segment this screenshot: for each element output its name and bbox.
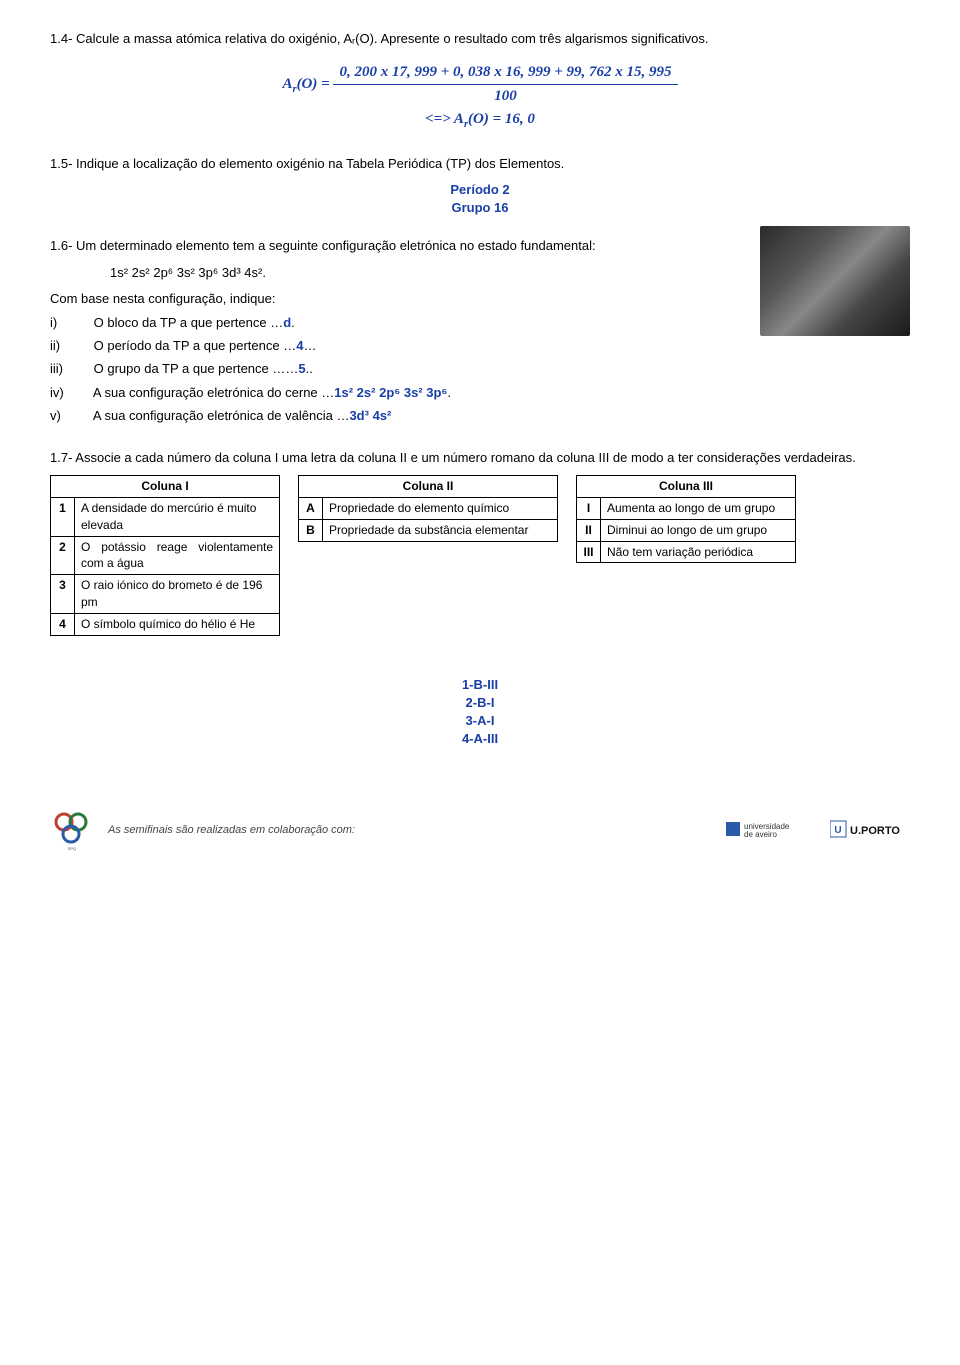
q15-answer: Período 2 Grupo 16 — [50, 181, 910, 217]
footer: SPQ As semifinais são realizadas em cola… — [50, 808, 910, 852]
question-1-5: 1.5- Indique a localização do elemento o… — [50, 155, 910, 218]
q17-text: 1.7- Associe a cada número da coluna I u… — [50, 449, 910, 467]
q14-numerator: 0, 200 x 17, 999 + 0, 038 x 16, 999 + 99… — [333, 62, 677, 85]
question-1-7: 1.7- Associe a cada número da coluna I u… — [50, 449, 910, 748]
svg-text:U.PORTO: U.PORTO — [850, 825, 900, 837]
question-1-4: 1.4- Calcule a massa atómica relativa do… — [50, 30, 910, 133]
svg-text:SPQ: SPQ — [68, 846, 76, 851]
q17-tables: Coluna I 1A densidade do mercúrio é muit… — [50, 475, 910, 635]
logo-up: U U.PORTO — [830, 819, 910, 841]
table-col2: Coluna II APropriedade do elemento quími… — [298, 475, 558, 541]
svg-text:U: U — [834, 825, 841, 836]
logo-spq: SPQ — [50, 808, 94, 852]
q17-answers: 1-B-III 2-B-I 3-A-I 4-A-III — [50, 676, 910, 749]
table-col1: Coluna I 1A densidade do mercúrio é muit… — [50, 475, 280, 635]
q16-item-v: v) A sua configuração eletrónica de valê… — [50, 407, 910, 425]
q16-item-ii: ii) O período da TP a que pertence …4… — [50, 337, 910, 355]
periodic-table-image — [760, 226, 910, 336]
q16-item-iii: iii) O grupo da TP a que pertence ……5.. — [50, 360, 910, 378]
footer-text: As semifinais são realizadas em colabora… — [108, 823, 355, 838]
question-1-6: 1.6- Um determinado elemento tem a segui… — [50, 237, 910, 431]
q14-text: 1.4- Calcule a massa atómica relativa do… — [50, 30, 910, 48]
logo-ua: universidade de aveiro — [726, 819, 816, 841]
q16-item-iv: iv) A sua configuração eletrónica do cer… — [50, 384, 910, 402]
svg-text:de aveiro: de aveiro — [744, 830, 777, 839]
q14-formula: Ar(O) = 0, 200 x 17, 999 + 0, 038 x 16, … — [50, 62, 910, 133]
table-col3: Coluna III IAumenta ao longo de um grupo… — [576, 475, 796, 563]
q14-result: <=> Ar(O) = 16, 0 — [50, 109, 910, 133]
q15-text: 1.5- Indique a localização do elemento o… — [50, 155, 910, 173]
q14-denominator: 100 — [333, 85, 677, 107]
